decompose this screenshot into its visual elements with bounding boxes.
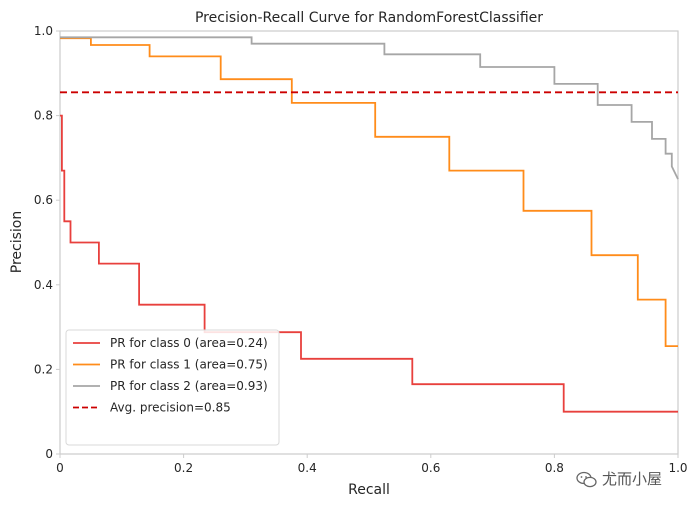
x-tick-label: 0.8 <box>545 461 564 475</box>
y-tick-label: 0 <box>45 447 53 461</box>
series-line-2 <box>60 36 679 180</box>
legend-label-2: PR for class 2 (area=0.93) <box>110 379 268 393</box>
legend: PR for class 0 (area=0.24) PR for class 1… <box>65 329 280 446</box>
y-tick-label: 0.6 <box>34 193 53 207</box>
chart-title: Precision-Recall Curve for RandomForestC… <box>195 10 543 26</box>
x-tick-label: 0 <box>56 461 64 475</box>
series-line-1 <box>60 37 678 348</box>
legend-label-0: PR for class 0 (area=0.24) <box>110 336 268 350</box>
x-axis-title: Recall <box>348 482 390 498</box>
x-tick-label: 1.0 <box>668 461 687 475</box>
x-tick-label: 0.2 <box>174 461 193 475</box>
y-axis-title: Precision <box>9 211 25 273</box>
y-axis-ticks: 0 0.2 0.4 0.6 0.8 1.0 <box>34 24 60 461</box>
series-line-0 <box>60 114 678 413</box>
x-tick-label: 0.6 <box>421 461 440 475</box>
y-tick-label: 0.4 <box>34 278 53 292</box>
watermark: 尤而小屋 <box>576 470 662 488</box>
y-tick-label: 1.0 <box>34 24 53 38</box>
wechat-icon <box>576 471 597 488</box>
series-layer <box>60 36 679 413</box>
y-tick-label: 0.2 <box>34 362 53 376</box>
legend-label-3: Avg. precision=0.85 <box>110 401 231 415</box>
y-tick-label: 0.8 <box>34 109 53 123</box>
x-axis-ticks: 0 0.2 0.4 0.6 0.8 1.0 <box>56 454 688 475</box>
legend-label-1: PR for class 1 (area=0.75) <box>110 358 268 372</box>
watermark-text: 尤而小屋 <box>602 470 662 488</box>
x-tick-label: 0.4 <box>298 461 317 475</box>
legend-box <box>65 329 280 446</box>
